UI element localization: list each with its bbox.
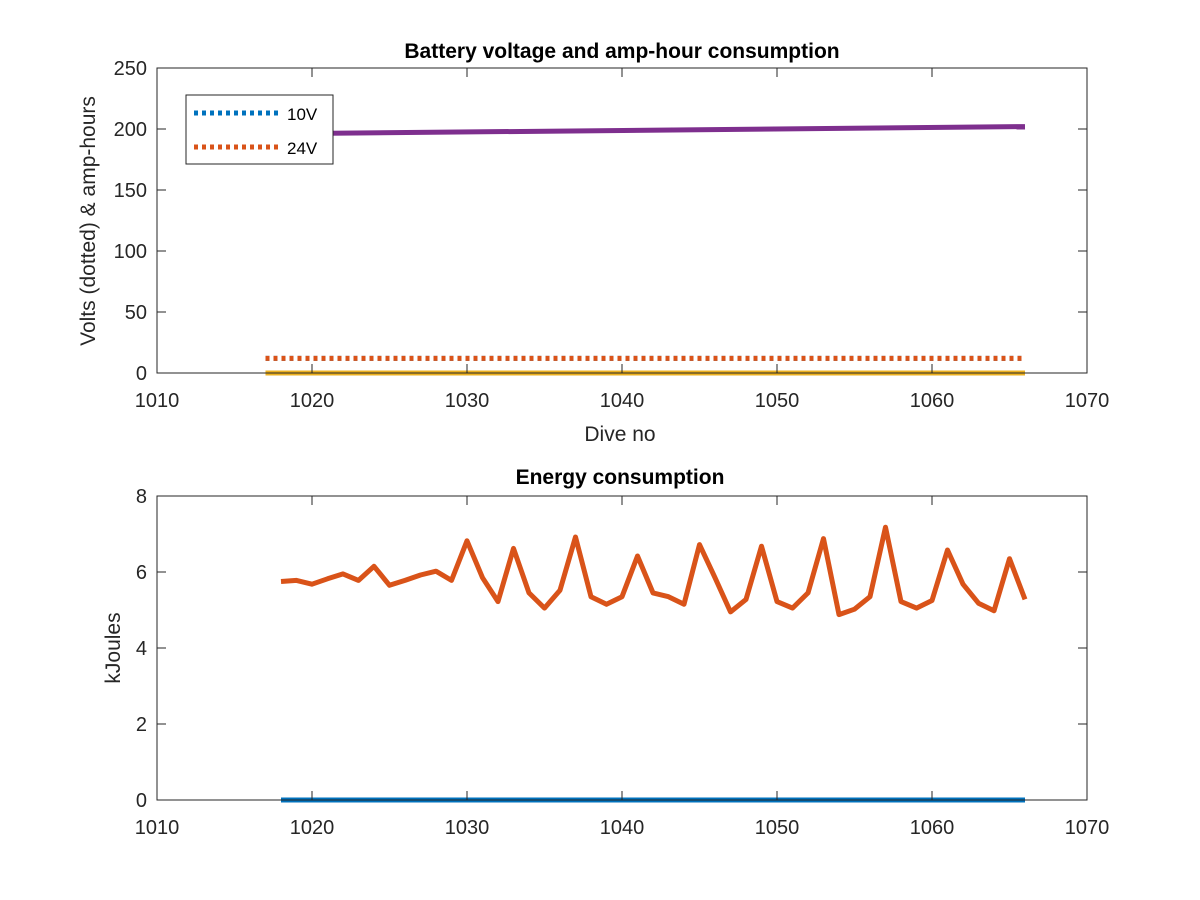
top-y-axis-label: Volts (dotted) & amp-hours xyxy=(77,96,100,346)
bottom-ticks-group: 1010 1020 1030 1040 1050 1060 1070 0 2 4 6 8 xyxy=(135,486,1110,839)
energy-consumption-chart: 1010 1020 1030 1040 1050 1060 1070 0 2 4 6 8 Energy… xyxy=(102,466,1109,839)
bottom-y-tick-label: 8 xyxy=(136,486,147,508)
top-x-axis-label: Dive no xyxy=(584,423,655,446)
bottom-y-tick-label: 6 xyxy=(136,562,147,584)
top-ticks-group: 1010 1020 1030 1040 1050 1060 1070 0 50 100 150 200… xyxy=(114,58,1110,412)
top-series-line-3 xyxy=(265,124,1026,137)
legend-label-24v: 24V xyxy=(287,139,318,158)
top-legend: 10V 24V xyxy=(185,94,334,165)
bottom-x-tick-label: 1040 xyxy=(600,817,645,839)
bottom-x-tick-label: 1060 xyxy=(910,817,955,839)
top-series-group xyxy=(265,124,1026,376)
bottom-x-tick-label: 1070 xyxy=(1065,817,1110,839)
top-x-tick-label: 1070 xyxy=(1065,390,1110,412)
legend-label-10v: 10V xyxy=(287,105,318,124)
top-x-tick-label: 1010 xyxy=(135,390,180,412)
top-y-tick-label: 50 xyxy=(125,302,147,324)
top-y-tick-label: 100 xyxy=(114,241,147,263)
bottom-x-tick-label: 1010 xyxy=(135,817,180,839)
bottom-series-group xyxy=(280,524,1028,803)
voltage-amphour-chart: 1010 1020 1030 1040 1050 1060 1070 0 50 100 150 200… xyxy=(77,40,1109,446)
top-y-tick-label: 250 xyxy=(114,58,147,80)
bottom-y-tick-label: 2 xyxy=(136,714,147,736)
bottom-plot-frame xyxy=(156,495,1088,801)
bottom-y-tick-label: 4 xyxy=(136,638,147,660)
top-x-tick-label: 1050 xyxy=(755,390,800,412)
top-x-tick-label: 1020 xyxy=(290,390,335,412)
top-x-tick-label: 1060 xyxy=(910,390,955,412)
top-y-tick-label: 200 xyxy=(114,119,147,141)
top-x-tick-label: 1030 xyxy=(445,390,490,412)
top-y-tick-label: 0 xyxy=(136,363,147,385)
top-chart-title: Battery voltage and amp-hour consumption xyxy=(404,40,839,63)
top-y-tick-label: 150 xyxy=(114,180,147,202)
bottom-series-line-1 xyxy=(280,524,1028,618)
bottom-x-tick-label: 1020 xyxy=(290,817,335,839)
bottom-x-tick-label: 1030 xyxy=(445,817,490,839)
top-x-tick-label: 1040 xyxy=(600,390,645,412)
bottom-x-tick-label: 1050 xyxy=(755,817,800,839)
bottom-chart-title: Energy consumption xyxy=(516,466,725,489)
bottom-y-tick-label: 0 xyxy=(136,790,147,812)
legend-box xyxy=(185,94,334,165)
bottom-y-axis-label: kJoules xyxy=(102,612,125,683)
